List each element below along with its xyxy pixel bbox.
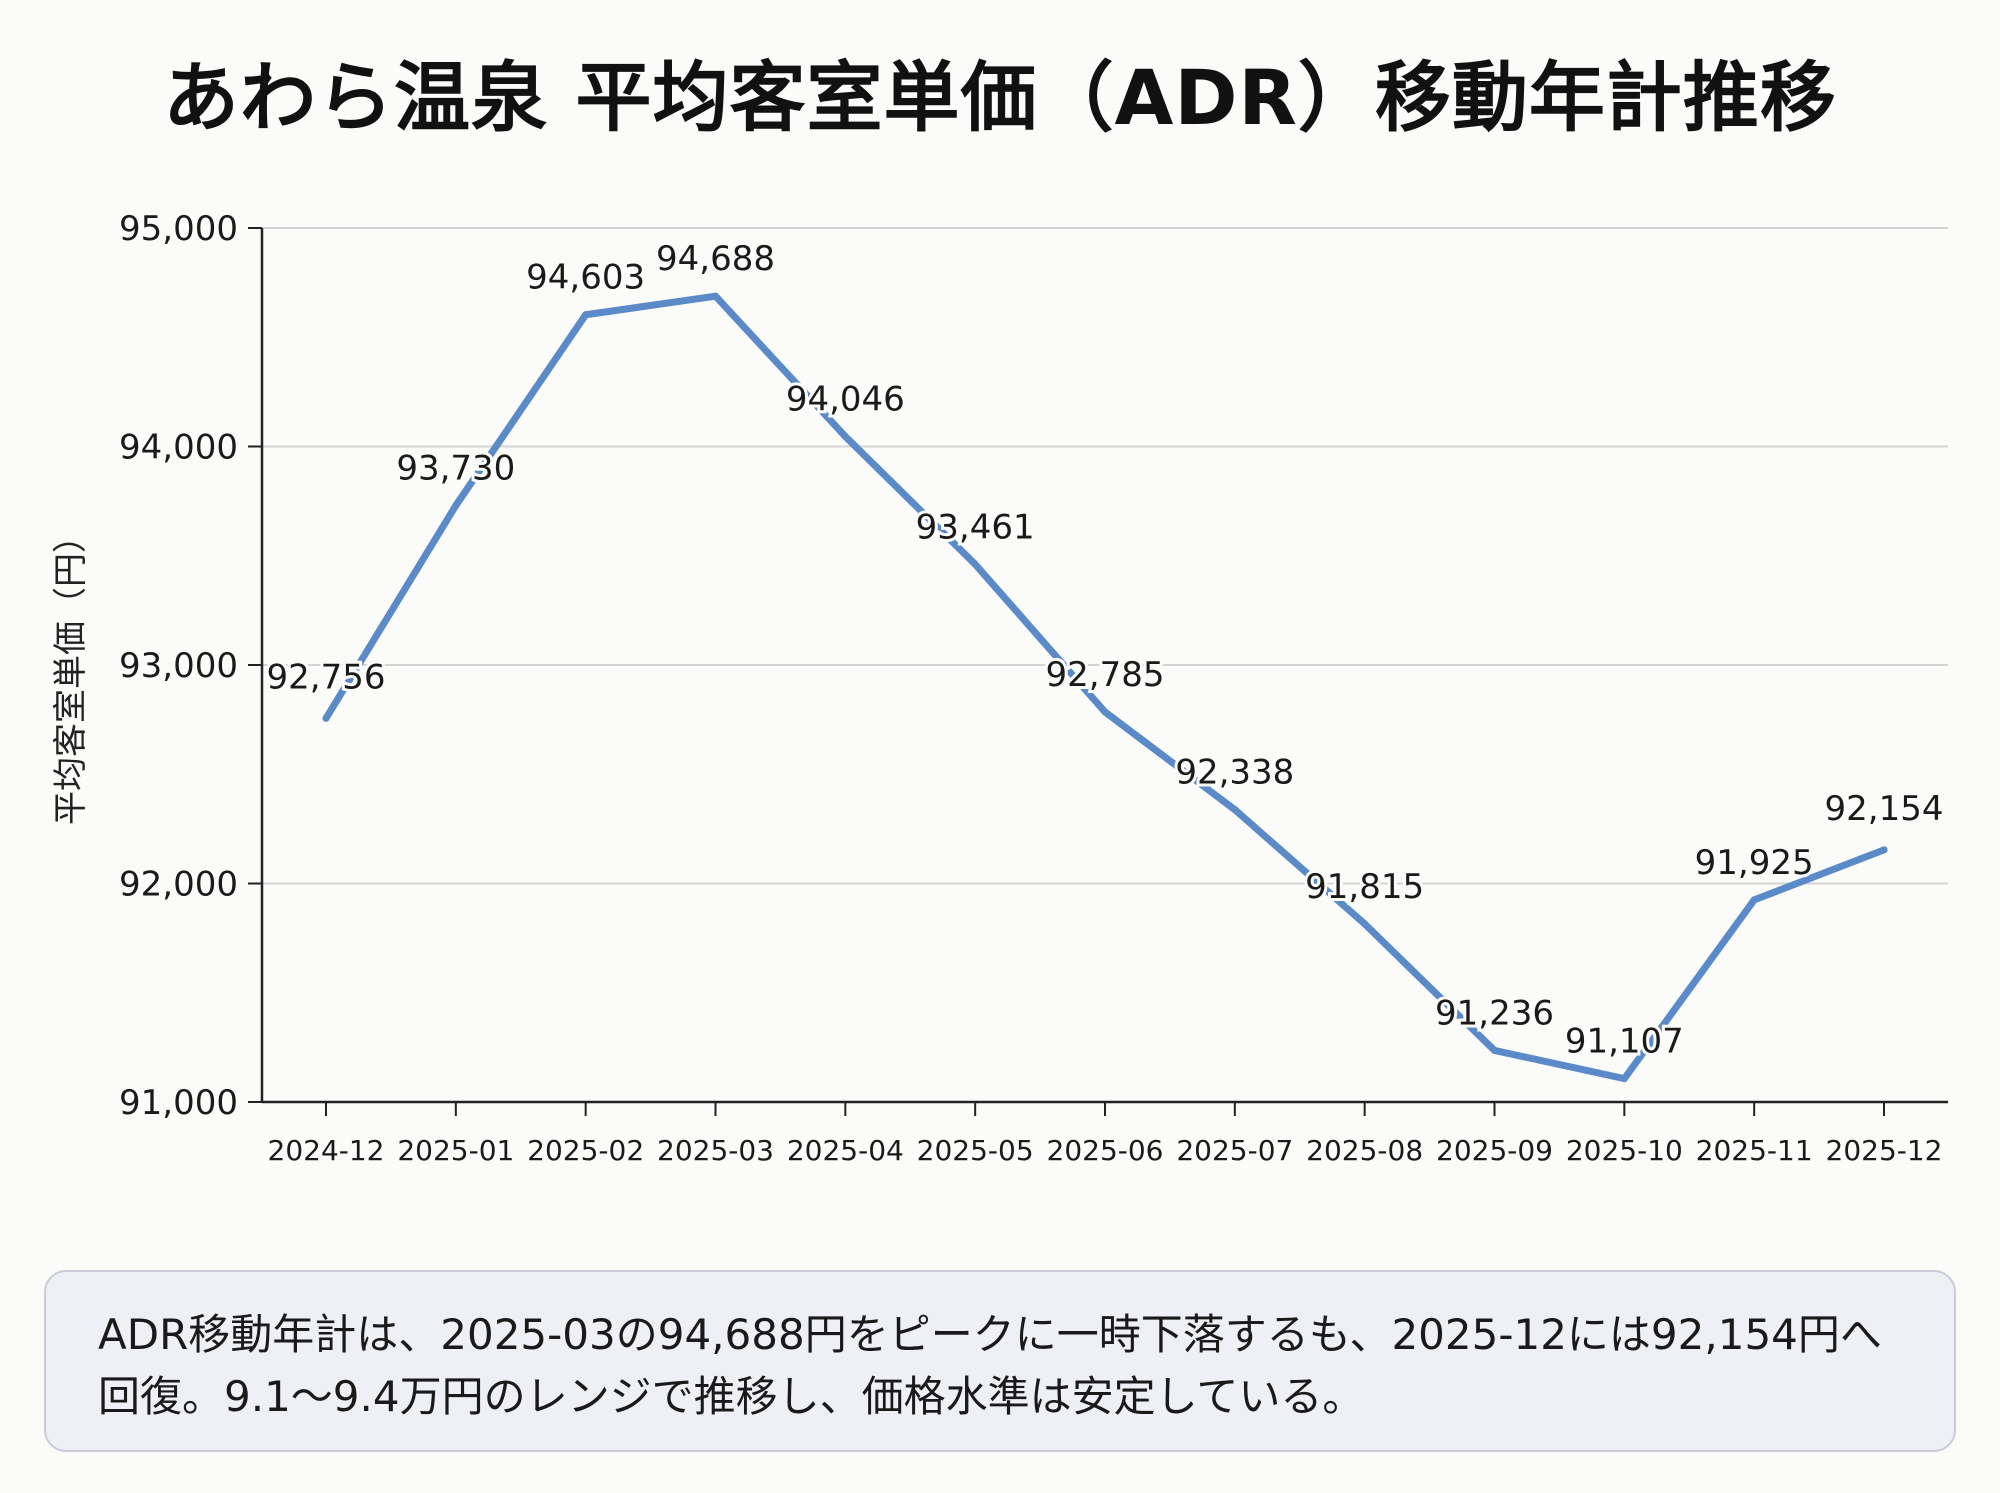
x-tick-label: 2025-10 bbox=[1566, 1134, 1683, 1167]
data-label: 92,338 bbox=[1175, 753, 1294, 793]
data-point bbox=[322, 714, 330, 722]
data-label: 92,785 bbox=[1046, 655, 1165, 695]
grid-lines bbox=[262, 227, 1948, 885]
x-tick-label: 2025-07 bbox=[1176, 1134, 1293, 1167]
x-tick-label: 2025-12 bbox=[1826, 1134, 1943, 1167]
data-label: 91,107 bbox=[1565, 1022, 1684, 1062]
y-tick-label: 95,000 bbox=[119, 209, 238, 249]
data-point bbox=[582, 311, 590, 319]
y-tick-label: 94,000 bbox=[119, 428, 238, 468]
x-tick-label: 2025-08 bbox=[1306, 1134, 1423, 1167]
data-label: 91,925 bbox=[1695, 843, 1814, 883]
data-point bbox=[452, 501, 460, 509]
x-tick-label: 2025-05 bbox=[917, 1134, 1034, 1167]
x-tick-label: 2025-09 bbox=[1436, 1134, 1553, 1167]
data-label: 94,603 bbox=[526, 258, 645, 298]
data-label: 93,730 bbox=[396, 448, 515, 488]
data-point bbox=[841, 432, 849, 440]
data-point bbox=[1491, 1046, 1498, 1054]
y-axis-label: 平均客室単価（円） bbox=[51, 519, 91, 825]
y-tick-label: 92,000 bbox=[119, 865, 238, 905]
data-point bbox=[1101, 708, 1109, 716]
y-tick-label: 91,000 bbox=[119, 1083, 238, 1123]
x-tick-label: 2025-01 bbox=[397, 1134, 514, 1167]
summary-note: ADR移動年計は、2025-03の94,688円をピークに一時下落するも、202… bbox=[44, 1270, 1956, 1452]
x-tick-labels: 2024-12 2025-01 2025-02 2025-03 2025-04 2025-… bbox=[268, 1134, 1943, 1167]
data-point bbox=[1620, 1075, 1628, 1083]
data-labels: 92,756 93,730 94,603 94,688 94,046 93,461 92,7… bbox=[264, 236, 1947, 1064]
axes bbox=[248, 227, 1948, 1116]
summary-line-1: ADR移動年計は、2025-03の94,688円をピークに一時下落するも、202… bbox=[98, 1310, 1882, 1359]
x-tick-label: 2025-02 bbox=[527, 1134, 644, 1167]
summary-line-2: 回復。9.1〜9.4万円のレンジで推移し、価格水準は安定している。 bbox=[98, 1372, 1365, 1421]
x-tick-label: 2025-04 bbox=[787, 1134, 904, 1167]
data-label: 94,046 bbox=[786, 379, 905, 419]
data-label: 92,154 bbox=[1825, 789, 1944, 829]
data-point bbox=[971, 560, 979, 568]
data-label: 93,461 bbox=[916, 507, 1035, 547]
data-point bbox=[1750, 896, 1758, 904]
data-label: 94,688 bbox=[656, 239, 775, 279]
x-tick-label: 2024-12 bbox=[268, 1134, 385, 1167]
x-tick-label: 2025-11 bbox=[1696, 1134, 1813, 1167]
data-label: 92,756 bbox=[267, 657, 386, 697]
data-label: 91,815 bbox=[1305, 867, 1424, 907]
chart-title: あわら温泉 平均客室単価（ADR）移動年計推移 bbox=[163, 53, 1837, 142]
data-point bbox=[1231, 806, 1239, 814]
x-tick-label: 2025-03 bbox=[657, 1134, 774, 1167]
y-tick-labels: 91,000 92,000 93,000 94,000 95,000 bbox=[119, 209, 238, 1123]
data-label: 91,236 bbox=[1435, 993, 1554, 1033]
series-line-group bbox=[322, 292, 1888, 1083]
y-tick-label: 93,000 bbox=[119, 646, 238, 686]
data-point bbox=[712, 292, 719, 300]
data-point bbox=[1361, 920, 1369, 928]
x-tick-label: 2025-06 bbox=[1047, 1134, 1164, 1167]
data-point bbox=[1880, 846, 1888, 854]
